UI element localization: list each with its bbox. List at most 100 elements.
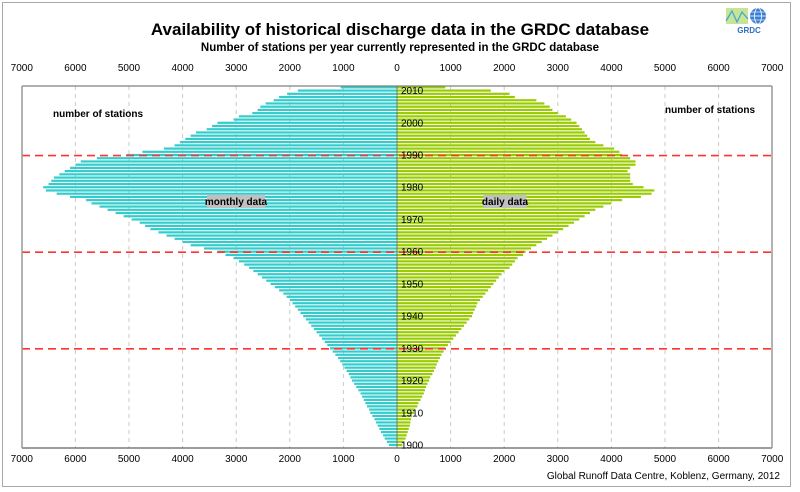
bar-monthly — [279, 289, 397, 292]
year-label: 1980 — [401, 183, 424, 194]
x-tick-label-top: 5000 — [654, 63, 677, 74]
bar-daily — [397, 385, 426, 389]
bar-daily — [397, 224, 569, 228]
bar-monthly — [204, 247, 397, 250]
bar-daily — [397, 389, 425, 392]
bar-monthly — [64, 170, 398, 173]
grdc-logo-icon: GRDC — [724, 7, 774, 35]
bar-monthly — [270, 282, 397, 285]
bar-daily — [397, 366, 436, 369]
bar-daily — [397, 418, 411, 421]
bar-monthly — [274, 286, 397, 289]
bar-daily — [397, 279, 497, 282]
bar-monthly — [305, 318, 397, 321]
x-tick-label-top: 2000 — [493, 63, 516, 74]
bar-monthly — [335, 353, 397, 356]
bar-daily — [397, 315, 473, 318]
bar-monthly — [212, 124, 397, 128]
bar-monthly — [179, 141, 397, 144]
bar-monthly — [324, 340, 397, 343]
year-label: 1950 — [401, 279, 424, 290]
bar-monthly — [43, 186, 398, 189]
bar-monthly — [185, 137, 397, 141]
bar-monthly — [48, 182, 397, 186]
bar-daily — [397, 356, 440, 360]
bar-daily — [397, 431, 408, 434]
bar-monthly — [163, 147, 397, 150]
x-tick-label-bottom: 5000 — [654, 454, 677, 465]
bar-monthly — [370, 411, 397, 414]
bar-daily — [397, 298, 481, 302]
bar-monthly — [59, 173, 397, 176]
bar-monthly — [356, 385, 397, 389]
bar-monthly — [351, 379, 397, 382]
bar-monthly — [383, 434, 397, 437]
bar-daily — [397, 379, 430, 382]
bar-daily — [397, 440, 404, 443]
bar-monthly — [358, 389, 397, 392]
bar-daily — [397, 182, 633, 186]
bar-daily — [397, 276, 499, 279]
bar-daily — [397, 234, 553, 237]
bar-monthly — [174, 144, 397, 147]
logo-text: GRDC — [737, 26, 761, 35]
daily-label-box — [483, 195, 527, 208]
bar-monthly — [265, 102, 397, 105]
x-tick-label-bottom: 3000 — [547, 454, 570, 465]
bar-daily — [397, 121, 577, 124]
bar-daily — [397, 141, 596, 144]
bar-monthly — [182, 240, 397, 244]
bar-monthly — [131, 218, 397, 221]
bar-daily — [397, 160, 636, 163]
bar-monthly — [332, 350, 397, 353]
bar-daily — [397, 131, 585, 134]
bar-daily — [397, 147, 615, 150]
bar-monthly — [372, 414, 397, 418]
bar-monthly — [303, 315, 397, 318]
daily-data-label: daily data — [482, 197, 529, 208]
bar-daily — [397, 360, 439, 363]
bar-monthly — [217, 121, 397, 124]
bar-monthly — [158, 231, 397, 234]
year-label: 1990 — [401, 151, 424, 162]
bar-monthly — [292, 302, 397, 305]
bar-daily — [397, 353, 442, 356]
bar-monthly — [388, 443, 397, 447]
bar-daily — [397, 369, 434, 372]
monthly-label-box — [207, 195, 265, 208]
bar-daily — [397, 173, 631, 176]
bar-monthly — [123, 215, 397, 218]
bar-daily — [397, 424, 410, 427]
bar-daily — [397, 128, 582, 131]
x-tick-label-bottom: 0 — [394, 454, 400, 465]
year-label: 1910 — [401, 408, 424, 419]
x-tick-label-bottom: 4000 — [171, 454, 194, 465]
bar-daily — [397, 250, 526, 253]
x-tick-label-top: 4000 — [600, 63, 623, 74]
bar-daily — [397, 376, 431, 379]
bar-monthly — [261, 276, 397, 279]
bar-daily — [397, 186, 644, 189]
labels-layer: 7000 7000 6000 6000 5000 5000 4000 4000 3000 3000… — [11, 63, 784, 465]
bar-daily — [397, 340, 451, 343]
bar-monthly — [53, 176, 398, 179]
bar-daily — [397, 318, 470, 321]
x-tick-label-bottom: 4000 — [600, 454, 623, 465]
bar-daily — [397, 134, 588, 137]
bar-daily — [397, 253, 523, 257]
x-tick-label-top: 3000 — [225, 63, 248, 74]
bar-daily — [397, 211, 590, 215]
bar-monthly — [115, 211, 397, 215]
year-label: 2010 — [401, 86, 424, 97]
bar-monthly — [283, 292, 397, 295]
x-tick-label-top: 4000 — [171, 63, 194, 74]
footer-credit: Global Runoff Data Centre, Koblenz, Germ… — [546, 471, 780, 482]
bar-daily — [397, 157, 631, 160]
x-tick-label-top: 5000 — [118, 63, 141, 74]
bar-monthly — [273, 99, 397, 102]
year-label: 2000 — [401, 118, 424, 129]
year-label: 1960 — [401, 247, 424, 258]
bar-daily — [397, 437, 406, 440]
bar-monthly — [287, 92, 397, 95]
bar-daily — [397, 99, 537, 102]
